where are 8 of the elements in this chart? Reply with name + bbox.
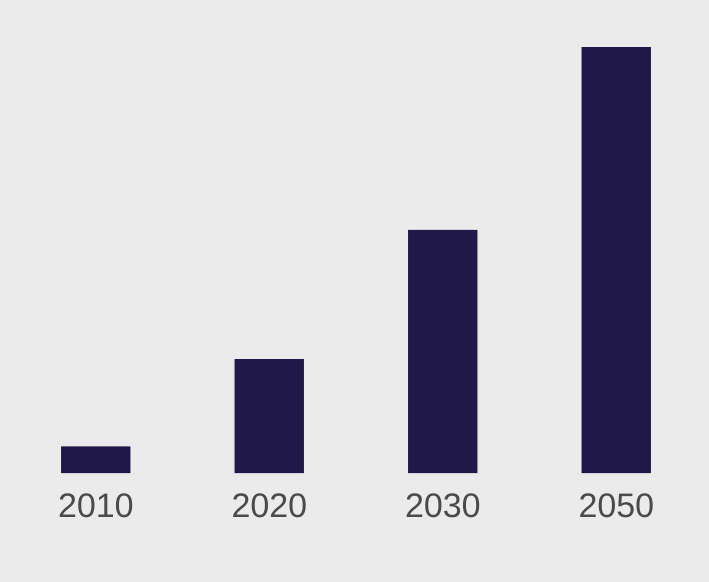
x-tick-label: 2050	[578, 486, 654, 525]
bar	[408, 230, 478, 474]
bar	[61, 446, 130, 474]
bar	[582, 47, 651, 474]
x-tick-label: 2030	[404, 486, 481, 525]
x-tick-label: 2020	[231, 486, 308, 525]
x-tick-label: 2010	[58, 486, 134, 525]
bar	[234, 358, 304, 474]
